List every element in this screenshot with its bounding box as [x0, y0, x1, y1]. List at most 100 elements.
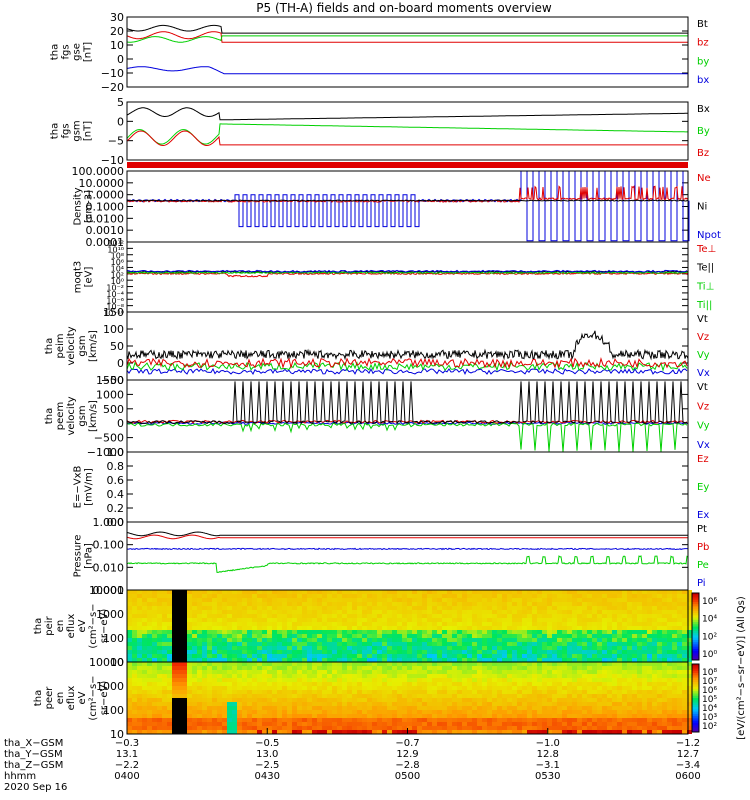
spec-cell [562, 606, 567, 610]
spec-cell [127, 614, 132, 618]
spec-cell [207, 670, 212, 674]
spec-cell [302, 618, 307, 622]
spec-cell [552, 622, 557, 626]
y-tick-label: 0 [117, 357, 124, 370]
spec-cell [667, 606, 672, 610]
spec-cell [467, 702, 472, 706]
spec-cell [252, 662, 257, 666]
spec-cell [297, 714, 302, 718]
spec-cell [462, 714, 467, 718]
spec-cell [652, 714, 657, 718]
spec-cell [162, 678, 167, 682]
y-tick-label: 0.0100 [86, 212, 125, 225]
spec-cell [457, 614, 462, 618]
spec-cell [217, 690, 222, 694]
spec-cell [522, 602, 527, 606]
spec-cell [492, 590, 497, 594]
spec-cell [557, 590, 562, 594]
spec-cell [607, 646, 612, 650]
spec-cell [657, 630, 662, 634]
spec-cell [522, 718, 527, 722]
spec-cell [342, 694, 347, 698]
spec-cell [592, 594, 597, 598]
spec-cell [457, 674, 462, 678]
spec-cell [377, 694, 382, 698]
spec-cell [177, 642, 182, 646]
spec-cell [602, 618, 607, 622]
spec-cell [172, 694, 177, 698]
spec-cell [502, 662, 507, 666]
spec-cell [532, 614, 537, 618]
spec-cell [297, 718, 302, 722]
spec-cell [537, 714, 542, 718]
spec-cell [492, 690, 497, 694]
spec-cell [397, 606, 402, 610]
spec-cell [547, 646, 552, 650]
spec-cell [402, 698, 407, 702]
spec-cell [612, 718, 617, 722]
spec-cell [227, 690, 232, 694]
spec-cell [307, 650, 312, 654]
spec-cell [262, 622, 267, 626]
spec-cell [322, 642, 327, 646]
spec-cell [587, 710, 592, 714]
spec-cell [312, 646, 317, 650]
spec-cell [542, 682, 547, 686]
spec-cell [352, 730, 357, 734]
spec-cell [552, 634, 557, 638]
spec-cell [657, 730, 662, 734]
colorbar-cell [692, 720, 699, 724]
spec-cell [352, 594, 357, 598]
spec-cell [207, 702, 212, 706]
spec-cell [207, 678, 212, 682]
spec-cell [677, 686, 682, 690]
spec-cell [382, 674, 387, 678]
spec-cell [582, 702, 587, 706]
spec-cell [457, 718, 462, 722]
spec-cell [617, 634, 622, 638]
spec-cell [397, 618, 402, 622]
spec-cell [322, 646, 327, 650]
spec-cell [392, 638, 397, 642]
spec-cell [652, 642, 657, 646]
spec-cell [202, 678, 207, 682]
spec-cell [642, 686, 647, 690]
spec-cell [562, 694, 567, 698]
spec-cell [647, 702, 652, 706]
spec-cell [182, 666, 187, 670]
spec-cell [547, 678, 552, 682]
spec-cell [662, 638, 667, 642]
spec-cell [357, 694, 362, 698]
spec-cell [287, 686, 292, 690]
spec-cell [662, 722, 667, 726]
spec-cell [202, 590, 207, 594]
spec-cell [607, 722, 612, 726]
spec-cell [507, 610, 512, 614]
series-Bz [126, 130, 688, 147]
spec-cell [497, 646, 502, 650]
spec-cell [242, 726, 247, 730]
spec-cell [687, 590, 692, 594]
spec-cell [617, 626, 622, 630]
spec-cell [212, 662, 217, 666]
spec-cell [147, 654, 152, 658]
spec-cell [417, 730, 422, 734]
spec-cell [502, 610, 507, 614]
spec-cell [182, 614, 187, 618]
spec-cell [297, 710, 302, 714]
spec-cell [387, 606, 392, 610]
spec-cell [467, 622, 472, 626]
spec-cell [342, 726, 347, 730]
spec-cell [297, 598, 302, 602]
spec-cell [192, 594, 197, 598]
spec-cell [302, 610, 307, 614]
spec-cell [677, 706, 682, 710]
spec-cell [602, 710, 607, 714]
spec-cell [182, 674, 187, 678]
y-axis-label: Density [cm-3] [73, 187, 95, 225]
spec-cell [557, 598, 562, 602]
spec-cell [337, 674, 342, 678]
spec-cell [252, 706, 257, 710]
spec-cell [582, 710, 587, 714]
spec-cell [212, 618, 217, 622]
